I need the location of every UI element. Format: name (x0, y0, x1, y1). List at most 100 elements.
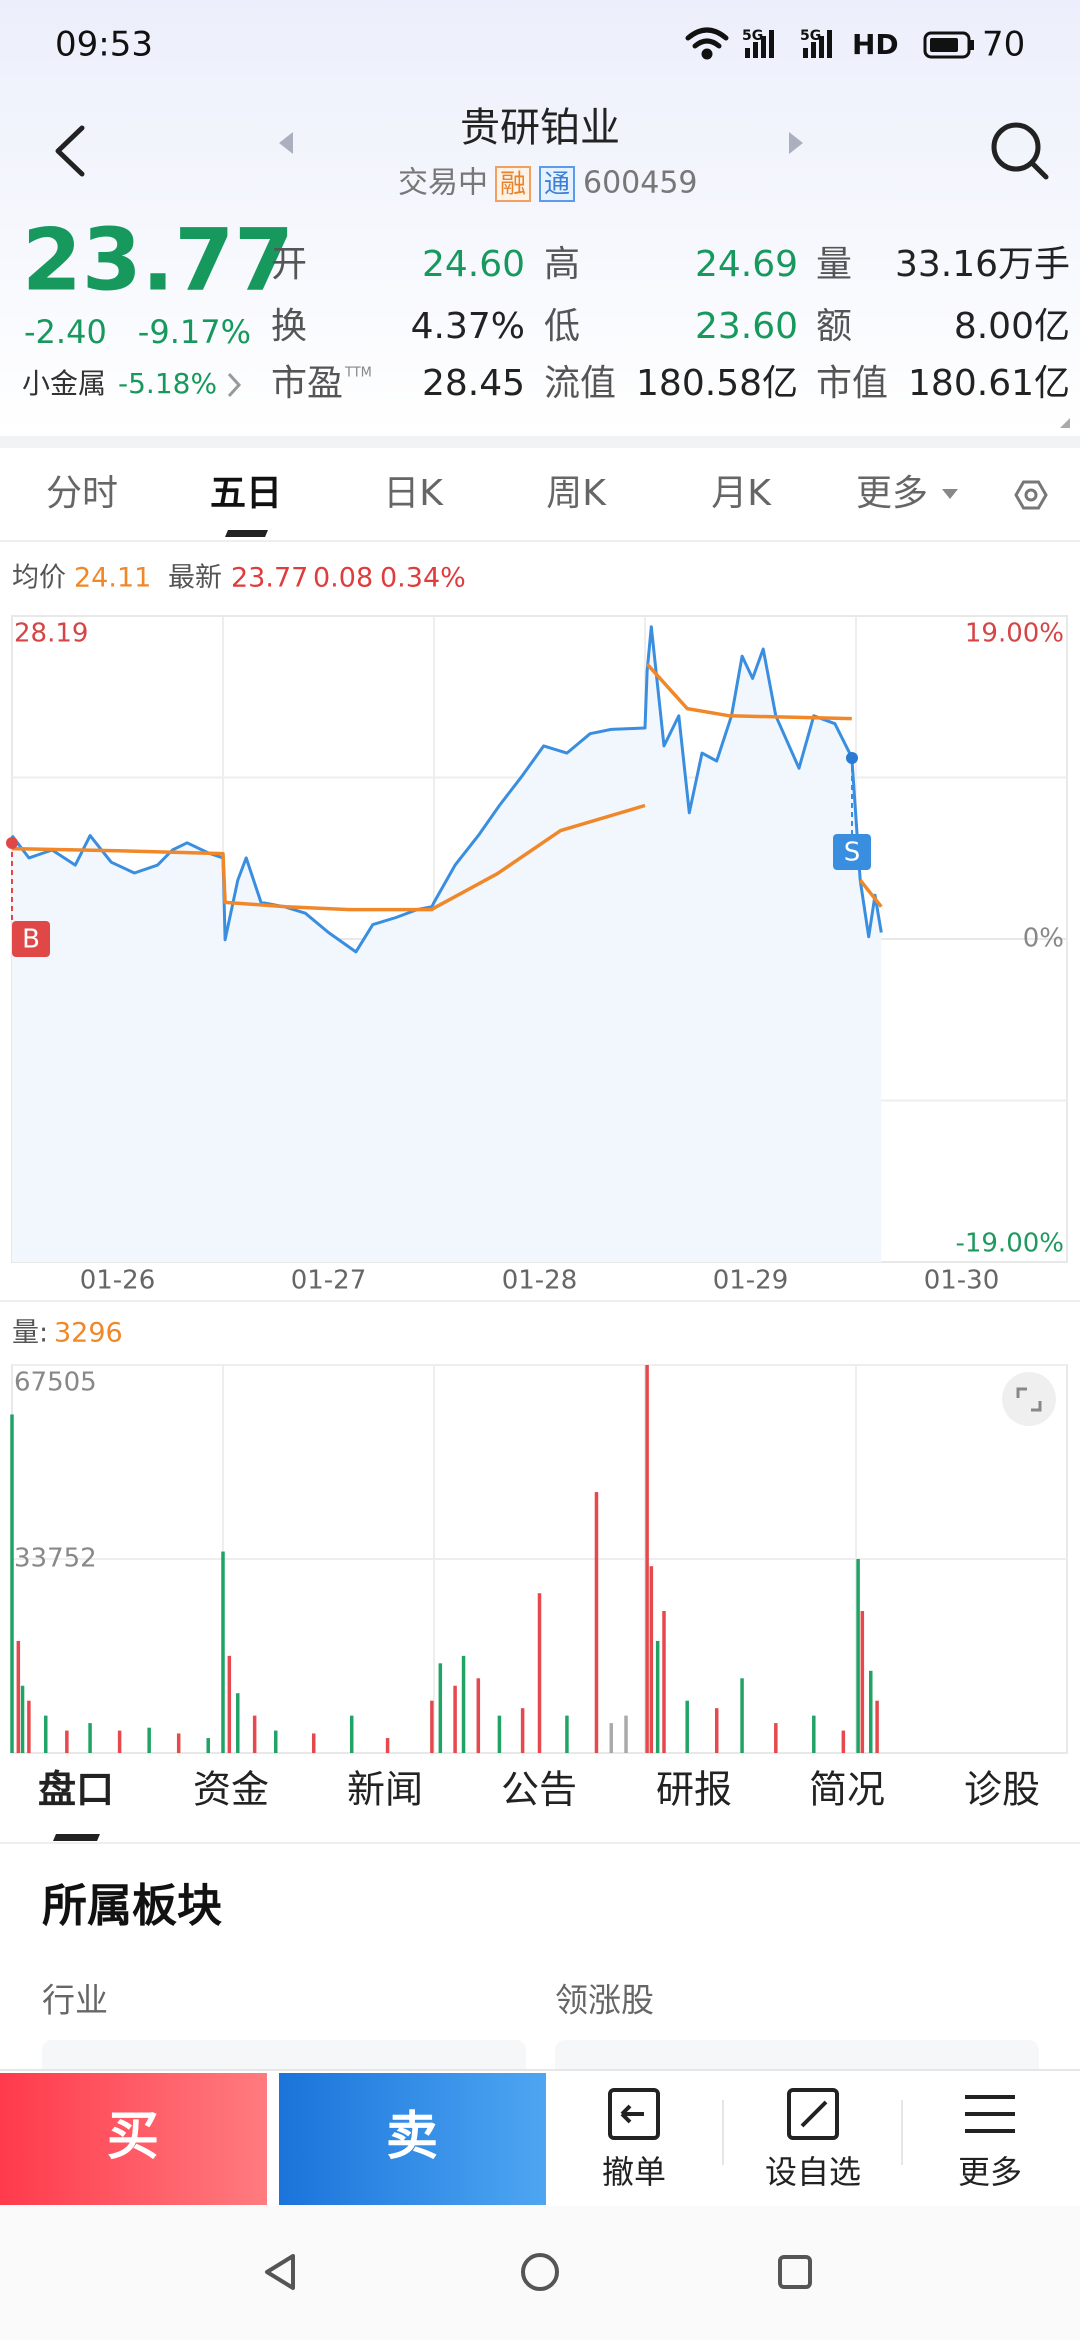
volume-bar (252, 1715, 257, 1753)
prev-stock[interactable] (279, 132, 293, 154)
nav-bar (0, 2206, 1080, 2340)
signal-icon (745, 30, 774, 58)
y-tick-label: 33752 (14, 1544, 97, 1574)
volume-bar (221, 1551, 225, 1753)
avg-label: 均价 (12, 563, 66, 594)
cancel-icon[interactable] (608, 2088, 660, 2140)
detail-tab[interactable]: 资金 (193, 1768, 269, 1812)
more-arrow (942, 489, 958, 499)
x-tick-label: 01-30 (924, 1266, 1000, 1296)
volume-bar (624, 1715, 628, 1753)
sector-arrow (227, 372, 242, 398)
y2-tick-label: -19.00% (955, 1229, 1064, 1259)
volume-bar (65, 1730, 69, 1753)
bottom-tabs-bg (0, 1755, 1080, 1842)
buy-marker[interactable] (12, 921, 50, 957)
volume-bar (476, 1678, 481, 1753)
price-chart: 28.1923.6919.1919.00%0%-19.00%01-2601-27… (10, 615, 1068, 1296)
sector-name[interactable]: 小金属 (22, 367, 106, 400)
expand-corner[interactable] (1060, 418, 1070, 428)
detail-tab[interactable]: 简况 (809, 1768, 885, 1812)
y-tick-label: 28.19 (14, 619, 88, 649)
volume-bar (147, 1727, 151, 1753)
volume-bar (27, 1700, 31, 1753)
nav-home[interactable] (521, 2253, 559, 2291)
volume-bar (385, 1738, 390, 1753)
detail-tab[interactable]: 研报 (656, 1768, 732, 1812)
volume-bar (88, 1723, 92, 1753)
signal-label: 5G (742, 28, 763, 44)
field-value: 33.16万手 (895, 244, 1070, 285)
stock-name: 贵研铂业 (460, 105, 620, 151)
industry-label: 行业 (42, 1981, 108, 2020)
trade-status: 交易中 (398, 166, 488, 201)
volume-bar (685, 1700, 689, 1753)
search-button[interactable] (991, 122, 1049, 180)
watchlist-icon[interactable] (787, 2088, 839, 2140)
sector-change: -5.18% (118, 367, 217, 400)
settings-button[interactable] (1014, 480, 1048, 510)
volume-bar (44, 1715, 48, 1753)
latest-label: 最新 (168, 563, 222, 594)
volume-bar (875, 1700, 879, 1753)
y2-tick-label: 0% (1023, 924, 1064, 954)
field-label: 量 (816, 244, 852, 285)
volume-bar (856, 1559, 860, 1753)
volume-bar (594, 1492, 599, 1753)
nav-recent[interactable] (778, 2255, 812, 2289)
period-tab[interactable]: 五日 (210, 473, 282, 514)
avg-line (11, 662, 883, 912)
volume-bar (236, 1693, 240, 1753)
x-tick-label: 01-29 (713, 1266, 789, 1296)
back-button[interactable] (55, 125, 85, 177)
price-change-pct: -9.17% (138, 313, 251, 351)
sell-button[interactable] (279, 2073, 546, 2205)
header-bg (0, 0, 1080, 436)
volume-bar (430, 1700, 434, 1753)
period-tab[interactable]: 月K (711, 473, 772, 514)
volume-bar (438, 1663, 443, 1753)
period-tab[interactable]: 分时 (46, 473, 118, 514)
x-tick-label: 01-26 (80, 1266, 156, 1296)
fullscreen-button[interactable] (1002, 1372, 1056, 1426)
field-label: 市盈 (271, 363, 343, 404)
detail-tab[interactable]: 盘口 (38, 1768, 114, 1812)
separator (0, 436, 1080, 448)
field-label-sup: TTM (344, 366, 372, 381)
latest-value: 23.77 (231, 563, 308, 594)
y2-tick-label: 19.00% (965, 619, 1064, 649)
y-tick-label: 67505 (14, 1368, 97, 1398)
volume-bar (274, 1730, 278, 1753)
period-tab[interactable]: 日K (383, 473, 444, 514)
volume-bar (10, 1414, 14, 1753)
nav-back[interactable] (265, 2254, 295, 2290)
time: 09:53 (55, 25, 153, 65)
detail-tab[interactable]: 新闻 (347, 1768, 423, 1812)
period-tab[interactable]: 更多 (856, 473, 928, 514)
buy-button[interactable] (0, 2073, 267, 2205)
sell-marker[interactable] (833, 834, 871, 870)
volume-bar (565, 1715, 569, 1753)
sell-marker-dot (846, 752, 858, 764)
price-area (12, 626, 882, 1262)
more-icon[interactable] (965, 2095, 1015, 2133)
battery-icon (923, 31, 974, 59)
volume-bar (609, 1723, 613, 1753)
tag-box (539, 166, 575, 202)
detail-tab[interactable]: 诊股 (964, 1768, 1040, 1812)
volume-bar (740, 1678, 744, 1753)
price-change: -2.40 (24, 313, 107, 351)
field-label: 低 (544, 306, 580, 347)
volume-bar (227, 1655, 232, 1753)
leader-label: 领涨股 (555, 1981, 654, 2020)
volume-bar (311, 1733, 316, 1753)
action-label: 撤单 (602, 2153, 666, 2191)
settings-dot (1024, 488, 1038, 502)
field-value: 28.45 (422, 363, 525, 404)
volume-bar (841, 1730, 846, 1753)
next-stock[interactable] (789, 132, 803, 154)
detail-tab[interactable]: 公告 (501, 1768, 577, 1812)
sell-label: 卖 (386, 2107, 438, 2167)
period-tab[interactable]: 周K (546, 473, 607, 514)
